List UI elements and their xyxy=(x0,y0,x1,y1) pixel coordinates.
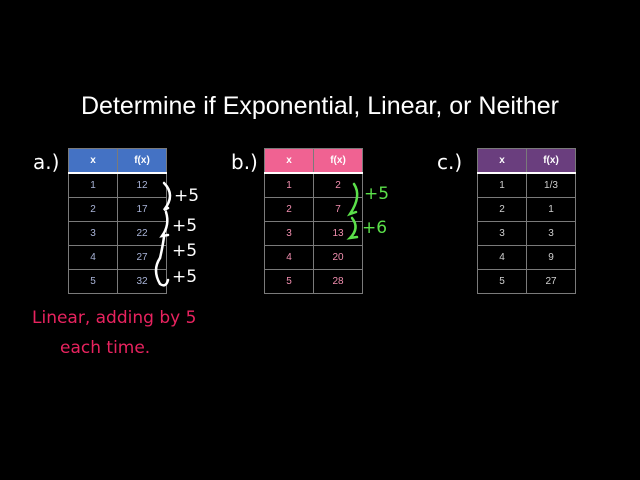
diff-a-1: +5 xyxy=(174,186,200,206)
column-header: x xyxy=(477,148,527,174)
table-cell: 5 xyxy=(477,269,527,294)
table-cell: 5 xyxy=(68,269,118,294)
label-c: c.) xyxy=(437,150,463,174)
column-header: x xyxy=(68,148,118,174)
label-b: b.) xyxy=(231,150,258,174)
table-header-row: x f(x) xyxy=(68,148,167,174)
arrow-b-1 xyxy=(346,182,359,217)
arrow-a-3 xyxy=(158,235,166,260)
arrow-a-2 xyxy=(159,210,170,238)
table-row: 1 1/3 xyxy=(477,172,576,198)
table-cell: 4 xyxy=(264,245,314,270)
table-cell: 1/3 xyxy=(526,172,576,198)
table-c: x f(x) 1 1/3 2 1 3 3 4 9 5 27 xyxy=(477,148,576,294)
arrow-a-4 xyxy=(154,256,170,287)
arrow-a-1 xyxy=(162,181,172,212)
arrow-b-2 xyxy=(346,216,359,240)
table-cell: 22 xyxy=(117,221,167,246)
table-b: x f(x) 1 2 2 7 3 13 4 20 5 28 xyxy=(264,148,363,294)
diff-a-3: +5 xyxy=(172,241,198,261)
table-row: 2 17 xyxy=(68,197,167,222)
conclusion-line-1: Linear, adding by 5 xyxy=(32,308,197,328)
table-cell: 20 xyxy=(313,245,363,270)
page-title: Determine if Exponential, Linear, or Nei… xyxy=(80,92,560,120)
table-header-row: x f(x) xyxy=(477,148,576,174)
table-cell: 9 xyxy=(526,245,576,270)
table-cell: 1 xyxy=(526,197,576,222)
column-header: f(x) xyxy=(117,148,167,174)
table-cell: 27 xyxy=(526,269,576,294)
column-header: x xyxy=(264,148,314,174)
table-row: 1 12 xyxy=(68,172,167,198)
table-cell: 28 xyxy=(313,269,363,294)
table-cell: 1 xyxy=(264,172,314,198)
diff-a-2: +5 xyxy=(172,216,198,236)
table-cell: 27 xyxy=(117,245,167,270)
table-row: 5 27 xyxy=(477,269,576,294)
conclusion-line-2: each time. xyxy=(60,338,151,358)
table-row: 4 20 xyxy=(264,245,363,270)
table-cell: 5 xyxy=(264,269,314,294)
column-header: f(x) xyxy=(313,148,363,174)
diff-b-1: +5 xyxy=(364,184,390,204)
table-cell: 1 xyxy=(68,172,118,198)
label-a: a.) xyxy=(33,150,60,174)
table-row: 5 28 xyxy=(264,269,363,294)
table-a: x f(x) 1 12 2 17 3 22 4 27 5 32 xyxy=(68,148,167,294)
table-cell: 2 xyxy=(68,197,118,222)
table-cell: 1 xyxy=(477,172,527,198)
diff-b-2: +6 xyxy=(362,218,388,238)
table-cell: 2 xyxy=(264,197,314,222)
column-header: f(x) xyxy=(526,148,576,174)
table-header-row: x f(x) xyxy=(264,148,363,174)
table-cell: 12 xyxy=(117,172,167,198)
table-cell: 17 xyxy=(117,197,167,222)
diff-a-4: +5 xyxy=(172,267,198,287)
